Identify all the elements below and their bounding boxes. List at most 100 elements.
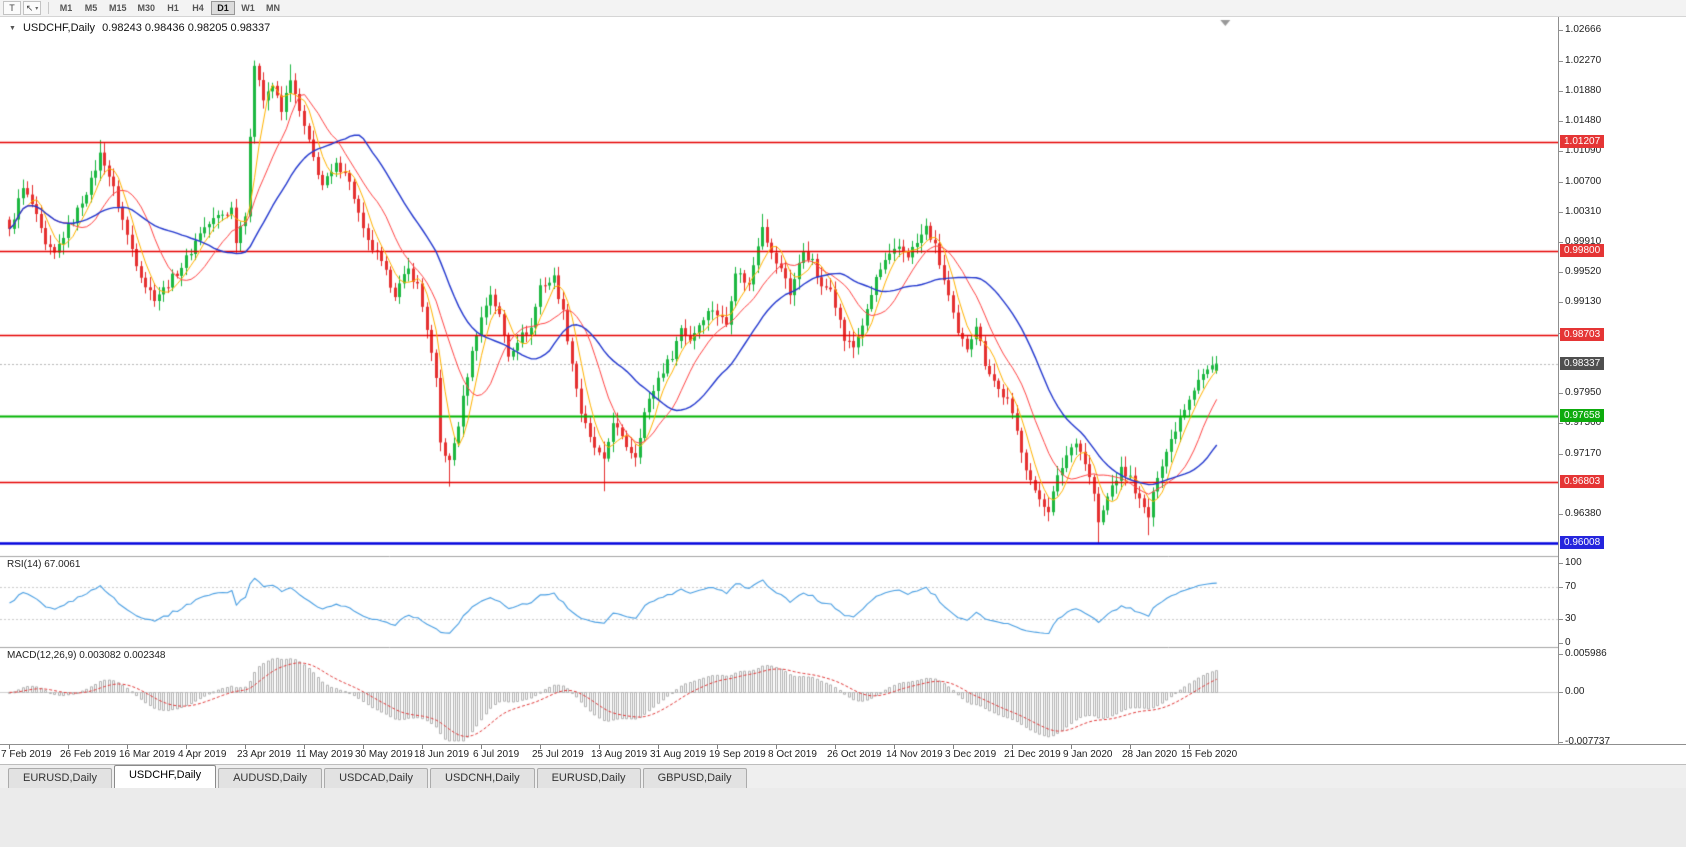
date-label: 11 May 2019 xyxy=(296,749,354,760)
price-axis-tick xyxy=(1559,643,1563,644)
axis-tick-label: 0.99910 xyxy=(1565,236,1602,248)
price-axis-tick xyxy=(1559,242,1563,243)
time-axis-tick xyxy=(245,745,246,749)
time-axis-tick xyxy=(422,745,423,749)
price-axis-tick xyxy=(1559,514,1563,515)
timeframe-button-m5[interactable]: M5 xyxy=(79,1,103,15)
chart-tab-6-gbpusd[interactable]: GBPUSD,Daily xyxy=(642,768,747,788)
date-label: 6 Jul 2019 xyxy=(473,749,520,760)
price-axis-tick xyxy=(1559,587,1563,588)
price-axis-tick xyxy=(1559,91,1563,92)
price-chart-canvas[interactable] xyxy=(0,17,1558,744)
time-axis-tick xyxy=(68,745,69,749)
chart-tab-2-audusd[interactable]: AUDUSD,Daily xyxy=(218,768,323,788)
axis-tick-label: 0.97170 xyxy=(1565,447,1602,459)
chart-tabs-bar: EURUSD,Daily USDCHF,Daily AUDUSD,Daily USDC… xyxy=(0,764,1686,788)
price-axis-tick xyxy=(1559,742,1563,743)
collapse-triangle-icon[interactable]: ▼ xyxy=(9,24,16,32)
timeframe-button-m30[interactable]: M30 xyxy=(133,1,161,15)
macd-indicator-label: MACD(12,26,9) 0.003082 0.002348 xyxy=(5,650,168,661)
cursor-tool-button[interactable]: ↖ ▾ xyxy=(23,1,41,15)
text-tool-button[interactable]: T xyxy=(3,1,21,15)
timeframe-button-mn[interactable]: MN xyxy=(261,1,285,15)
price-axis-tick xyxy=(1559,619,1563,620)
timeframe-button-m1[interactable]: M1 xyxy=(54,1,78,15)
price-axis-tick xyxy=(1559,423,1563,424)
axis-tick-label: 1.00700 xyxy=(1565,175,1602,187)
chart-tab-3-usdcad[interactable]: USDCAD,Daily xyxy=(324,768,429,788)
time-axis-tick xyxy=(894,745,895,749)
price-axis-tick xyxy=(1559,30,1563,31)
time-axis-tick xyxy=(658,745,659,749)
time-axis-tick xyxy=(9,745,10,749)
price-axis-tick xyxy=(1559,61,1563,62)
axis-tick-label: 0.97950 xyxy=(1565,387,1602,399)
chart-tab-1-usdchf[interactable]: USDCHF,Daily xyxy=(113,765,217,788)
toolbar: T ↖ ▾ M1 M5 M15 M30 H1 H4 D1 W1 MN xyxy=(0,0,1686,17)
time-axis-tick xyxy=(186,745,187,749)
price-level-label: 0.97658 xyxy=(1560,408,1605,422)
date-label: 4 Apr 2019 xyxy=(178,749,227,760)
price-level-label: 0.99800 xyxy=(1560,243,1605,257)
rsi-name: RSI(14) xyxy=(7,559,42,570)
time-axis[interactable]: 7 Feb 2019 26 Feb 2019 16 Mar 2019 4 Apr 20… xyxy=(0,744,1686,764)
timeframe-button-group: M1 M5 M15 M30 H1 H4 D1 W1 MN xyxy=(54,1,286,15)
ohlc-values: 0.98243 0.98436 0.98205 0.98337 xyxy=(102,22,271,34)
price-axis-tick xyxy=(1559,654,1563,655)
price-axis-tick xyxy=(1559,563,1563,564)
time-axis-tick xyxy=(835,745,836,749)
axis-tick-label: 0.00 xyxy=(1565,686,1585,698)
date-label: 26 Feb 2019 xyxy=(60,749,117,760)
time-axis-tick xyxy=(363,745,364,749)
chart-title: ▼ USDCHF,Daily 0.98243 0.98436 0.98205 0… xyxy=(7,22,273,34)
price-axis-tick xyxy=(1559,212,1563,213)
timeframe-button-d1[interactable]: D1 xyxy=(211,1,236,15)
time-axis-tick xyxy=(1071,745,1072,749)
axis-tick-label: 1.01880 xyxy=(1565,84,1602,96)
timeframe-button-h1[interactable]: H1 xyxy=(161,1,185,15)
date-label: 25 Jul 2019 xyxy=(532,749,584,760)
price-level-label: 0.96803 xyxy=(1560,474,1605,488)
date-label: 13 Aug 2019 xyxy=(591,749,648,760)
axis-tick-label: 1.02666 xyxy=(1565,24,1602,36)
date-label: 14 Nov 2019 xyxy=(886,749,943,760)
timeframe-button-w1[interactable]: W1 xyxy=(236,1,260,15)
price-level-label: 1.01207 xyxy=(1560,135,1605,149)
time-axis-tick xyxy=(127,745,128,749)
rsi-value: 67.0061 xyxy=(44,559,81,570)
price-level-label: 0.98703 xyxy=(1560,328,1605,342)
axis-tick-label: 0 xyxy=(1565,637,1571,648)
chart-tab-4-usdcnh[interactable]: USDCNH,Daily xyxy=(430,768,535,788)
price-axis-tick xyxy=(1559,692,1563,693)
macd-name: MACD(12,26,9) xyxy=(7,650,77,661)
axis-tick-label: 0.96380 xyxy=(1565,508,1602,520)
time-axis-tick xyxy=(599,745,600,749)
rsi-indicator-label: RSI(14) 67.0061 xyxy=(5,559,83,570)
timeframe-button-m15[interactable]: M15 xyxy=(104,1,132,15)
axis-tick-label: 0.005986 xyxy=(1565,648,1607,659)
macd-value: 0.003082 0.002348 xyxy=(79,650,166,661)
cursor-icon: ↖ xyxy=(25,2,34,13)
price-axis[interactable]: 1.02666 1.02270 1.01880 1.01480 1.01090 1.007… xyxy=(1558,17,1686,747)
toolbar-separator xyxy=(48,2,49,14)
date-label: 19 Sep 2019 xyxy=(709,749,766,760)
axis-tick-label: 1.01480 xyxy=(1565,115,1602,127)
price-axis-tick xyxy=(1559,182,1563,183)
price-axis-tick xyxy=(1559,151,1563,152)
date-label: 3 Dec 2019 xyxy=(945,749,997,760)
chart-tab-5-eurusd[interactable]: EURUSD,Daily xyxy=(536,768,641,788)
price-axis-tick xyxy=(1559,302,1563,303)
date-label: 26 Oct 2019 xyxy=(827,749,882,760)
time-axis-tick xyxy=(1189,745,1190,749)
date-label: 16 Mar 2019 xyxy=(119,749,176,760)
time-axis-tick xyxy=(1012,745,1013,749)
timeframe-button-h4[interactable]: H4 xyxy=(186,1,210,15)
date-label: 23 Apr 2019 xyxy=(237,749,291,760)
price-level-label: 0.96008 xyxy=(1560,536,1605,550)
chart-tab-0-eurusd[interactable]: EURUSD,Daily xyxy=(8,768,112,788)
time-axis-tick xyxy=(540,745,541,749)
price-axis-tick xyxy=(1559,272,1563,273)
axis-tick-label: 1.00310 xyxy=(1565,205,1602,217)
axis-tick-label: 0.99520 xyxy=(1565,266,1602,278)
